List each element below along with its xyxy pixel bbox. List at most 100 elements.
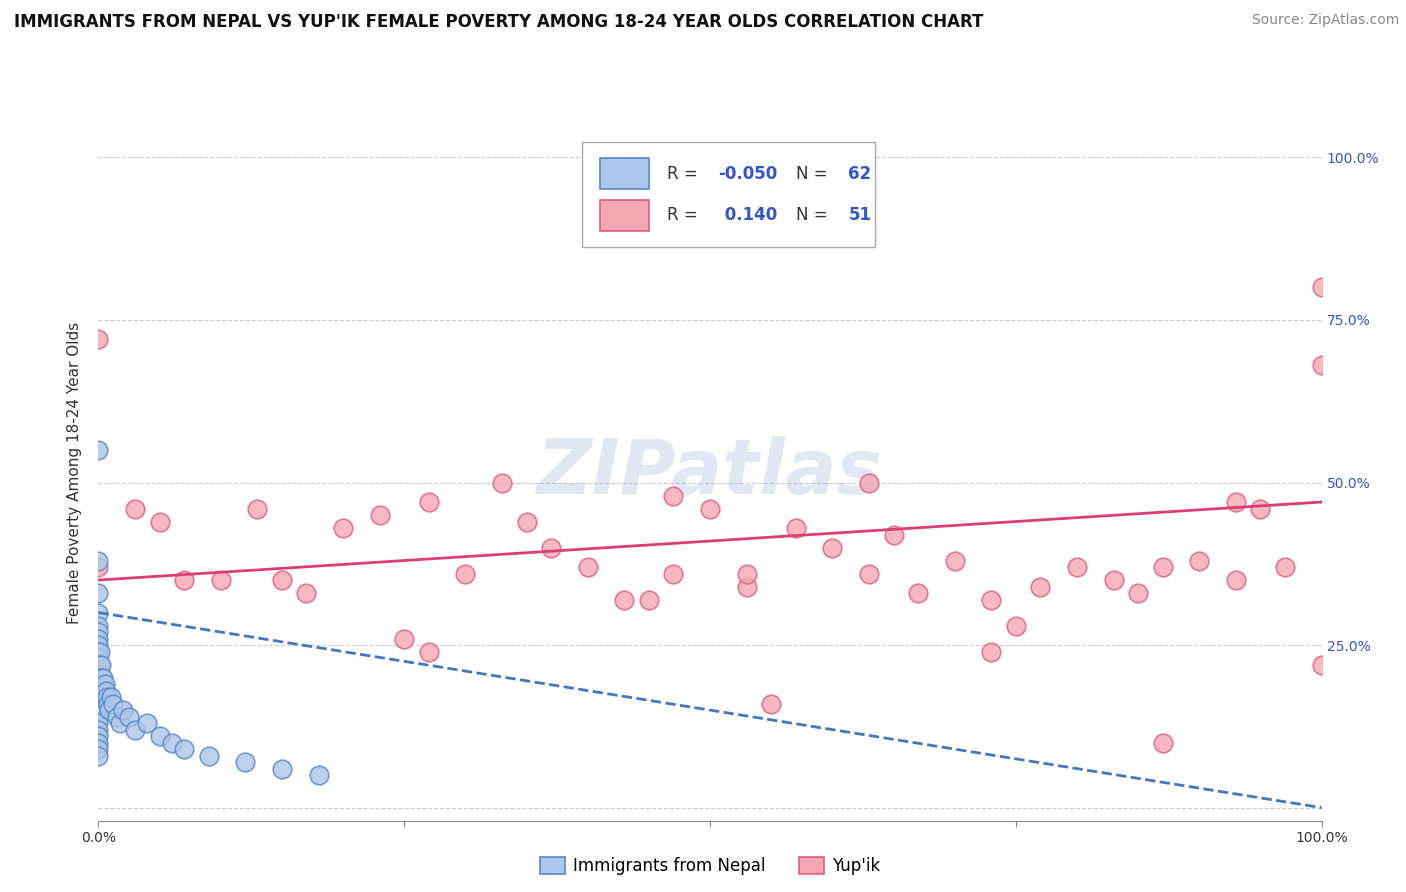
Point [1128, 586, 1150, 600]
Point [392, 632, 416, 646]
Point [87, 690, 110, 704]
Point [1004, 618, 1026, 632]
Point [89, 671, 111, 685]
Point [87, 709, 110, 723]
Point [110, 716, 132, 731]
Point [87, 606, 110, 620]
Point [785, 521, 807, 535]
Point [735, 566, 758, 581]
FancyBboxPatch shape [600, 200, 650, 231]
Point [87, 333, 110, 347]
Point [90, 683, 112, 698]
Point [87, 644, 110, 658]
Point [87, 671, 110, 685]
Point [270, 762, 294, 776]
Point [87, 625, 110, 640]
Point [91, 683, 114, 698]
Point [662, 489, 685, 503]
Point [858, 475, 880, 490]
Point [662, 566, 685, 581]
Point [613, 592, 636, 607]
Point [1152, 560, 1174, 574]
Point [87, 703, 110, 717]
Point [1102, 573, 1125, 587]
Point [124, 723, 146, 737]
Point [87, 723, 110, 737]
Point [233, 755, 256, 769]
Point [368, 508, 391, 522]
Point [1066, 560, 1088, 574]
Point [87, 671, 110, 685]
Point [89, 657, 111, 672]
Point [1310, 657, 1333, 672]
Point [87, 638, 110, 652]
Text: ZIPatlas: ZIPatlas [537, 436, 883, 509]
Legend: Immigrants from Nepal, Yup'ik: Immigrants from Nepal, Yup'ik [533, 850, 887, 882]
Point [1225, 573, 1247, 587]
Point [94, 683, 117, 698]
Point [173, 742, 195, 756]
Point [308, 768, 330, 782]
Point [118, 709, 141, 723]
Point [97, 697, 120, 711]
Point [491, 475, 513, 490]
Point [87, 677, 110, 691]
Point [136, 716, 159, 731]
Point [1249, 501, 1271, 516]
Point [87, 553, 110, 567]
Point [1029, 580, 1052, 594]
Point [197, 748, 219, 763]
Point [90, 671, 112, 685]
Point [87, 664, 110, 678]
Point [821, 541, 844, 555]
Point [98, 703, 121, 717]
Point [87, 736, 110, 750]
Point [883, 527, 905, 541]
Point [149, 515, 172, 529]
Point [87, 683, 110, 698]
Point [90, 657, 112, 672]
Text: N =: N = [796, 206, 832, 224]
Point [980, 592, 1002, 607]
Point [89, 697, 111, 711]
Point [91, 671, 114, 685]
Text: Source: ZipAtlas.com: Source: ZipAtlas.com [1251, 13, 1399, 28]
Point [699, 501, 721, 516]
Text: R =: R = [668, 206, 703, 224]
Text: -0.050: -0.050 [718, 165, 778, 183]
Point [105, 709, 128, 723]
Point [87, 677, 110, 691]
Text: N =: N = [796, 165, 832, 183]
Point [332, 521, 354, 535]
Point [1225, 495, 1247, 509]
Point [87, 657, 110, 672]
Point [87, 664, 110, 678]
Point [540, 541, 562, 555]
Point [91, 690, 114, 704]
Point [87, 716, 110, 731]
Point [87, 618, 110, 632]
Point [735, 580, 758, 594]
FancyBboxPatch shape [582, 142, 875, 247]
Point [101, 697, 124, 711]
Point [160, 736, 183, 750]
Point [173, 573, 195, 587]
Point [87, 729, 110, 743]
Point [93, 677, 115, 691]
Point [87, 683, 110, 698]
Point [209, 573, 232, 587]
Point [87, 560, 110, 574]
Point [111, 703, 134, 717]
Point [1310, 359, 1333, 373]
Point [87, 632, 110, 646]
Text: 62: 62 [848, 165, 872, 183]
Text: R =: R = [668, 165, 703, 183]
Text: 51: 51 [848, 206, 872, 224]
Point [576, 560, 599, 574]
Point [418, 495, 440, 509]
Point [454, 566, 477, 581]
Point [858, 566, 880, 581]
Point [246, 501, 269, 516]
Point [761, 697, 783, 711]
Point [943, 553, 966, 567]
